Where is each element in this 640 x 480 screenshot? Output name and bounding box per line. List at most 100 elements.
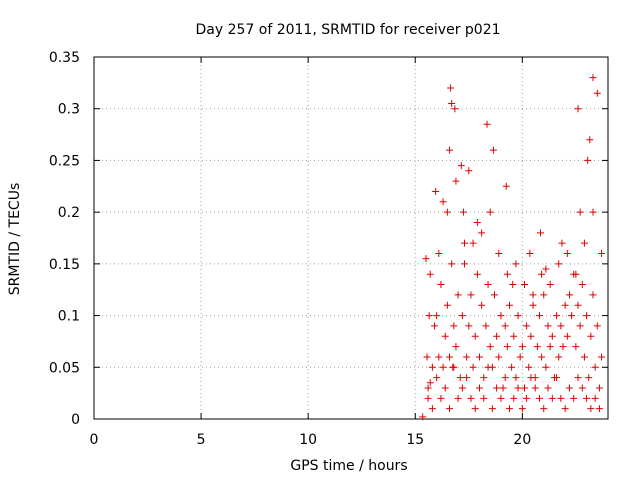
data-point: [446, 353, 454, 361]
data-point: [540, 291, 548, 299]
data-point: [559, 343, 567, 351]
data-point: [480, 374, 488, 382]
data-point: [578, 281, 586, 289]
data-point: [535, 312, 543, 320]
y-tick-label: 0.3: [58, 102, 80, 118]
data-point: [476, 353, 483, 361]
data-point: [499, 384, 507, 392]
data-point: [450, 322, 458, 330]
data-point: [576, 322, 584, 330]
data-point: [493, 332, 501, 340]
data-point: [553, 312, 561, 320]
data-point: [561, 301, 569, 309]
data-point: [426, 379, 434, 387]
data-point: [439, 363, 447, 371]
data-point: [535, 394, 543, 402]
data-point: [458, 384, 466, 392]
data-point: [583, 312, 591, 320]
data-point: [501, 322, 509, 330]
data-point: [435, 250, 443, 258]
data-point: [572, 270, 580, 278]
data-point: [471, 405, 479, 413]
data-point: [510, 394, 518, 402]
data-point: [584, 156, 592, 164]
data-point: [495, 353, 503, 361]
data-point: [473, 218, 481, 226]
data-point: [454, 291, 462, 299]
data-point: [502, 182, 510, 190]
data-point: [476, 384, 483, 392]
data-point: [424, 394, 432, 402]
chart-title: Day 257 of 2011, SRMTID for receiver p02…: [195, 22, 500, 38]
data-point: [520, 384, 528, 392]
x-tick-label: 20: [513, 432, 531, 448]
data-point: [555, 260, 563, 268]
data-point: [572, 343, 580, 351]
data-point: [497, 394, 505, 402]
data-point: [478, 229, 486, 237]
grid: [94, 57, 608, 419]
data-point: [565, 291, 573, 299]
data-point: [505, 301, 513, 309]
data-point: [557, 322, 565, 330]
data-point: [548, 394, 556, 402]
data-point: [454, 394, 462, 402]
data-point: [452, 343, 460, 351]
data-point: [598, 250, 606, 258]
data-point: [531, 384, 539, 392]
data-point: [558, 239, 566, 247]
data-point: [542, 363, 550, 371]
y-tick-label: 0.15: [49, 257, 80, 273]
data-point: [563, 332, 571, 340]
x-tick-label: 10: [299, 432, 317, 448]
data-point: [465, 167, 473, 175]
y-tick-label: 0.25: [49, 153, 80, 169]
data-point: [585, 374, 593, 382]
data-point: [488, 405, 496, 413]
data-point: [433, 374, 441, 382]
data-point: [578, 384, 586, 392]
data-point: [580, 239, 588, 247]
data-point: [527, 374, 535, 382]
data-point: [457, 162, 465, 170]
axis-ticks: [93, 56, 608, 420]
data-point: [489, 146, 497, 154]
data-point: [461, 260, 469, 268]
data-point: [514, 384, 522, 392]
data-point: [538, 353, 546, 361]
data-point: [463, 353, 471, 361]
data-point: [478, 301, 486, 309]
data-point: [448, 260, 456, 268]
data-point: [510, 332, 518, 340]
data-point: [591, 394, 599, 402]
y-tick-label: 0.35: [49, 50, 80, 66]
data-point: [565, 384, 573, 392]
data-point: [509, 281, 517, 289]
data-point: [544, 322, 552, 330]
data-point: [589, 291, 597, 299]
data-point: [422, 255, 430, 263]
data-point: [580, 353, 588, 361]
data-point: [447, 84, 455, 92]
data-point: [490, 291, 498, 299]
data-point: [484, 363, 492, 371]
data-point: [469, 363, 477, 371]
data-point: [526, 250, 534, 258]
data-point: [574, 374, 582, 382]
data-point: [461, 239, 469, 247]
data-point: [435, 353, 443, 361]
data-point: [514, 312, 522, 320]
data-point: [503, 343, 511, 351]
data-point: [501, 374, 509, 382]
data-point: [467, 291, 475, 299]
data-point: [512, 260, 520, 268]
plot-frame: [93, 56, 609, 420]
data-point: [428, 363, 436, 371]
data-point: [482, 322, 490, 330]
data-point: [563, 250, 571, 258]
data-point: [540, 405, 548, 413]
data-point: [452, 177, 460, 185]
data-point: [446, 405, 454, 413]
data-point: [557, 394, 565, 402]
